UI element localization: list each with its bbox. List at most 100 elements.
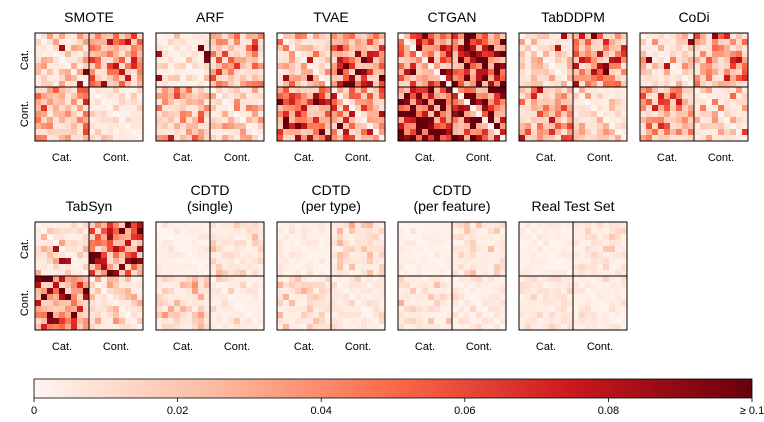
heatmap-cell bbox=[65, 69, 72, 76]
heatmap-cell bbox=[549, 99, 556, 106]
heatmap-cell bbox=[488, 99, 495, 106]
heatmap-cell bbox=[416, 93, 423, 100]
heatmap-cell bbox=[301, 123, 308, 130]
heatmap-cell bbox=[549, 135, 556, 142]
heatmap-cell bbox=[700, 45, 707, 52]
heatmap-cell bbox=[174, 288, 181, 295]
heatmap-cell bbox=[500, 258, 507, 265]
heatmap-cell bbox=[555, 234, 562, 241]
heatmap-cell bbox=[204, 75, 211, 82]
heatmap-cell bbox=[428, 63, 435, 70]
heatmap-cell bbox=[89, 228, 96, 235]
heatmap-cell bbox=[107, 69, 114, 76]
heatmap-cell bbox=[192, 282, 199, 289]
heatmap-cell bbox=[543, 246, 550, 253]
heatmap-cell bbox=[361, 246, 368, 253]
heatmap-cell bbox=[325, 63, 332, 70]
heatmap-cell bbox=[47, 324, 54, 331]
heatmap-cell bbox=[440, 276, 447, 283]
heatmap-cell bbox=[367, 123, 374, 130]
heatmap-cell bbox=[83, 105, 90, 112]
heatmap-cell bbox=[47, 240, 54, 247]
heatmap-cell bbox=[258, 228, 265, 235]
heatmap-cell bbox=[228, 105, 235, 112]
heatmap-cell bbox=[724, 39, 731, 46]
heatmap-cell bbox=[652, 117, 659, 124]
heatmap-cell bbox=[561, 288, 568, 295]
heatmap-cell bbox=[609, 105, 616, 112]
heatmap-cell bbox=[355, 51, 362, 58]
heatmap-cell bbox=[210, 45, 217, 52]
heatmap-cell bbox=[228, 222, 235, 229]
heatmap-cell bbox=[174, 129, 181, 136]
heatmap-cell bbox=[137, 99, 144, 106]
heatmap-cell bbox=[615, 63, 622, 70]
heatmap-cell bbox=[186, 69, 193, 76]
heatmap-cell bbox=[331, 99, 338, 106]
heatmap-cell bbox=[742, 45, 749, 52]
heatmap-cell bbox=[156, 312, 163, 319]
heatmap-cell bbox=[289, 234, 296, 241]
heatmap-cell bbox=[41, 324, 48, 331]
heatmap-cell bbox=[131, 282, 138, 289]
heatmap-cell bbox=[301, 129, 308, 136]
heatmap-cell bbox=[240, 45, 247, 52]
heatmap-cell bbox=[730, 105, 737, 112]
heatmap-cell bbox=[180, 222, 187, 229]
heatmap-cell bbox=[500, 252, 507, 259]
heatmap-cell bbox=[289, 75, 296, 82]
heatmap-cell bbox=[168, 99, 175, 106]
heatmap-cell bbox=[658, 33, 665, 40]
heatmap-cell bbox=[186, 129, 193, 136]
heatmap-cell bbox=[670, 99, 677, 106]
heatmap-cell bbox=[156, 228, 163, 235]
heatmap-cell bbox=[585, 276, 592, 283]
heatmap-cell bbox=[186, 222, 193, 229]
heatmap-cell bbox=[355, 33, 362, 40]
heatmap-cell bbox=[343, 57, 350, 64]
heatmap-cell bbox=[319, 81, 326, 88]
heatmap-cell bbox=[488, 117, 495, 124]
heatmap-cell bbox=[125, 93, 132, 100]
heatmap-cell bbox=[404, 105, 411, 112]
heatmap-cell bbox=[65, 228, 72, 235]
heatmap-cell bbox=[162, 111, 169, 118]
heatmap-cell bbox=[470, 81, 477, 88]
heatmap-cell bbox=[597, 324, 604, 331]
heatmap-cell bbox=[53, 135, 60, 142]
heatmap-cell bbox=[319, 51, 326, 58]
heatmap-cell bbox=[482, 87, 489, 94]
heatmap-cell bbox=[289, 135, 296, 142]
heatmap-cell bbox=[156, 240, 163, 247]
heatmap-cell bbox=[113, 99, 120, 106]
heatmap-cell bbox=[688, 129, 695, 136]
heatmap-cell bbox=[119, 258, 126, 265]
heatmap-cell bbox=[337, 69, 344, 76]
heatmap-cell bbox=[410, 99, 417, 106]
heatmap-cell bbox=[59, 312, 66, 319]
heatmap-cell bbox=[404, 81, 411, 88]
heatmap-cell bbox=[313, 39, 320, 46]
heatmap-cell bbox=[519, 300, 526, 307]
heatmap-cell bbox=[543, 75, 550, 82]
heatmap-cell bbox=[464, 228, 471, 235]
heatmap-cell bbox=[301, 246, 308, 253]
heatmap-cell bbox=[240, 135, 247, 142]
heatmap-cell bbox=[621, 123, 628, 130]
heatmap-cell bbox=[603, 258, 610, 265]
heatmap-cell bbox=[688, 117, 695, 124]
heatmap-cell bbox=[676, 117, 683, 124]
heatmap-cell bbox=[434, 312, 441, 319]
heatmap-cell bbox=[113, 270, 120, 277]
heatmap-cell bbox=[222, 33, 229, 40]
heatmap-cell bbox=[579, 117, 586, 124]
heatmap-cell bbox=[222, 39, 229, 46]
heatmap-cell bbox=[83, 276, 90, 283]
heatmap-cell bbox=[500, 228, 507, 235]
heatmap-cell bbox=[113, 69, 120, 76]
heatmap-cell bbox=[234, 129, 241, 136]
heatmap-cell bbox=[71, 51, 78, 58]
heatmap-cell bbox=[464, 288, 471, 295]
heatmap-cell bbox=[373, 300, 380, 307]
heatmap-cell bbox=[367, 93, 374, 100]
